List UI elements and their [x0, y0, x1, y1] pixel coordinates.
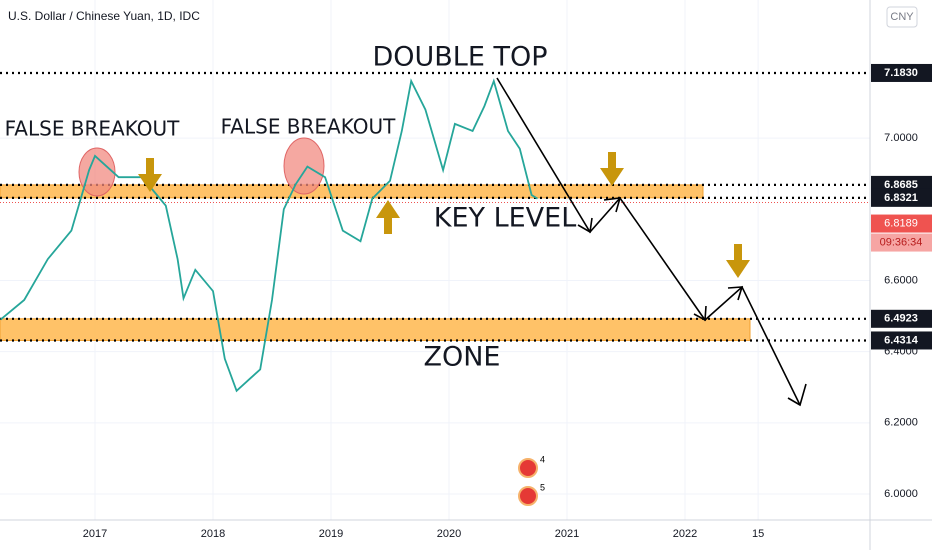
y-tick-label: 6.2000	[884, 417, 918, 429]
level-label: 6.4314	[884, 334, 919, 346]
event-marker[interactable]	[518, 458, 538, 478]
x-tick-label: 15	[752, 528, 764, 540]
x-tick-label: 2022	[673, 528, 697, 540]
x-tick-label: 2018	[201, 528, 225, 540]
price-box	[871, 214, 932, 233]
y-tick-label: 6.6000	[884, 274, 918, 286]
level-label: 6.8685	[884, 179, 918, 191]
event-count: 5	[540, 482, 545, 492]
level-label: 6.4923	[884, 313, 918, 325]
projection	[496, 77, 807, 407]
x-tick-label: 2017	[83, 528, 107, 540]
level-box	[871, 63, 932, 82]
event-marker[interactable]	[518, 486, 538, 506]
zone	[0, 184, 704, 199]
y-tick-label: 7.0000	[884, 132, 918, 144]
x-tick-label: 2021	[555, 528, 579, 540]
annotation: FALSE BREAKOUT	[5, 117, 181, 141]
highlight-circle	[283, 137, 325, 195]
zone	[0, 318, 751, 341]
countdown: 09:36:34	[880, 236, 923, 248]
x-tick-label: 2019	[319, 528, 343, 540]
annotation: ZONE	[423, 342, 500, 373]
price-line	[0, 78, 538, 393]
currency: CNY	[890, 11, 914, 23]
level-box	[871, 331, 932, 350]
level-box	[871, 188, 932, 207]
level-label: 7.1830	[884, 67, 918, 79]
y-tick-label: 6.0000	[884, 488, 918, 500]
current-price-label: 6.8189	[884, 217, 918, 229]
currency-button[interactable]	[886, 6, 918, 28]
event-count: 4	[540, 454, 545, 464]
annotation: FALSE BREAKOUT	[221, 115, 397, 139]
annotation: DOUBLE TOP	[372, 42, 547, 73]
chart-title: U.S. Dollar / Chinese Yuan, 1D, IDC	[8, 9, 200, 23]
annotation: KEY LEVEL	[434, 203, 577, 234]
level-label: 6.8321	[884, 192, 918, 204]
signal-arrow	[138, 152, 750, 278]
x-tick-label: 2020	[437, 528, 461, 540]
countdown-box	[871, 233, 932, 252]
highlight-circle	[78, 147, 116, 197]
level-box	[871, 309, 932, 328]
